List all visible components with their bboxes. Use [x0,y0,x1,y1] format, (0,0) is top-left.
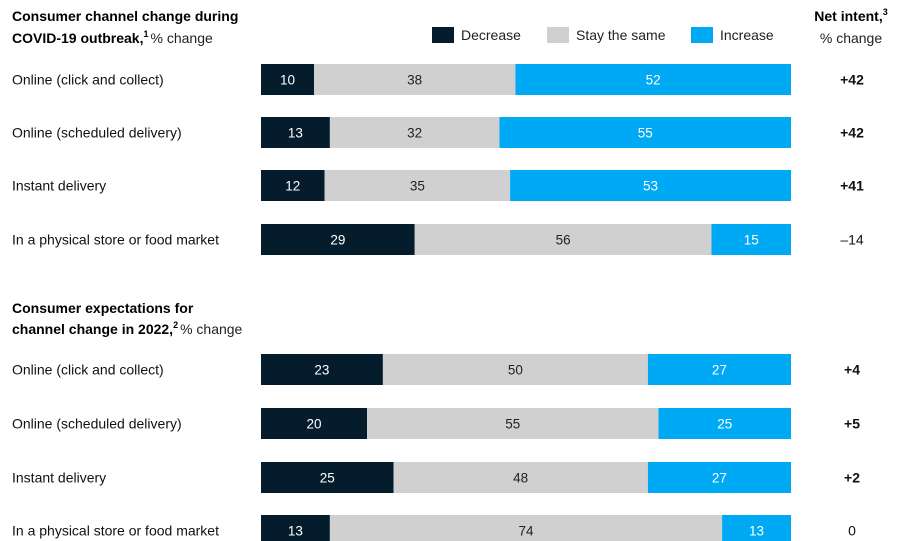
legend: Decrease Stay the same Increase [432,27,774,43]
panel-title-line-1: Consumer expectations for [12,300,194,316]
net-intent-value: +2 [844,470,860,486]
legend-label: Stay the same [576,27,666,43]
data-label: 29 [330,233,345,248]
legend-swatch-increase [691,27,713,43]
bar-row: Online (scheduled delivery) 20 55 25 +5 [12,408,860,439]
data-label: 27 [712,471,727,486]
bar-segment-decrease [261,64,314,95]
category-label: Online (scheduled delivery) [12,125,182,141]
bar-row: In a physical store or food market 29 56 15… [12,224,864,255]
category-label: In a physical store or food market [12,232,219,248]
bar-row: Instant delivery 25 48 27 +2 [12,462,860,493]
net-intent-value: +42 [840,125,864,141]
bar-segment-increase [515,64,791,95]
category-label: Online (click and collect) [12,72,164,88]
net-intent-title: Net intent,3 [814,7,887,24]
bar-row: Online (click and collect) 10 38 52 +42 [12,64,864,95]
bar-segment-decrease [261,462,394,493]
bar-segment-decrease [261,408,367,439]
data-label: 12 [285,179,300,194]
bar-segment-increase [658,408,791,439]
net-intent-value: –14 [840,232,864,248]
bar-segment-stay-the-same [329,515,723,541]
bar-row: Online (scheduled delivery) 13 32 55 +42 [12,117,864,148]
bar-segment-stay-the-same [367,408,659,439]
bar-segment-stay-the-same [393,462,648,493]
bar-row: In a physical store or food market 13 74 13… [12,515,856,541]
bar-segment-increase [722,515,791,541]
bar-segment-decrease [261,170,325,201]
bar-segment-increase [499,117,791,148]
panel-title-line-1: Consumer channel change during [12,8,238,24]
panel-1: Consumer channel change during COVID-19 o… [12,8,864,255]
data-label: 50 [508,363,523,378]
legend-swatch-stay-the-same [547,27,569,43]
data-label: 52 [646,73,661,88]
data-label: 15 [744,233,759,248]
bar-segment-stay-the-same [414,224,712,255]
data-label: 55 [505,417,520,432]
data-label: 56 [556,233,571,248]
net-intent-value: +42 [840,72,864,88]
bar-segment-stay-the-same [329,117,500,148]
net-intent-value: 0 [848,523,856,539]
bar-row: Instant delivery 12 35 53 +41 [12,170,864,201]
data-label: 25 [320,471,335,486]
bar-segment-decrease [261,224,415,255]
bar-segment-increase [647,462,791,493]
data-label: 27 [712,363,727,378]
bar-segment-increase [647,354,791,385]
category-label: Instant delivery [12,470,106,486]
bar-segment-stay-the-same [314,64,516,95]
bar-segment-decrease [261,515,330,541]
bar-segment-decrease [261,354,383,385]
legend-label: Decrease [461,27,521,43]
data-label: 13 [749,524,764,539]
panel-2: Consumer expectations for channel change … [12,300,860,541]
net-intent-unit: % change [820,30,882,46]
bar-segment-stay-the-same [324,170,511,201]
data-label: 13 [288,524,303,539]
net-intent-header: Net intent,3 % change [814,7,887,46]
panel-title-line-2: COVID-19 outbreak,1% change [12,29,213,46]
net-intent-value: +5 [844,416,860,432]
bar-segment-increase [711,224,791,255]
bar-segment-stay-the-same [382,354,648,385]
data-label: 74 [518,524,534,539]
legend-label: Increase [720,27,774,43]
data-label: 23 [314,363,329,378]
net-intent-value: +4 [844,362,860,378]
data-label: 53 [643,179,658,194]
panel-title-line-2: channel change in 2022,2% change [12,320,243,337]
data-label: 25 [717,417,732,432]
bar-segment-increase [510,170,791,201]
category-label: In a physical store or food market [12,523,219,539]
legend-swatch-decrease [432,27,454,43]
data-label: 20 [306,417,321,432]
data-label: 48 [513,471,528,486]
category-label: Online (click and collect) [12,362,164,378]
data-label: 55 [638,126,653,141]
data-label: 38 [407,73,422,88]
data-label: 32 [407,126,422,141]
data-label: 10 [280,73,295,88]
category-label: Online (scheduled delivery) [12,416,182,432]
data-label: 35 [410,179,425,194]
bar-row: Online (click and collect) 23 50 27 +4 [12,354,860,385]
category-label: Instant delivery [12,178,106,194]
data-label: 13 [288,126,303,141]
bar-segment-decrease [261,117,330,148]
net-intent-value: +41 [840,178,864,194]
